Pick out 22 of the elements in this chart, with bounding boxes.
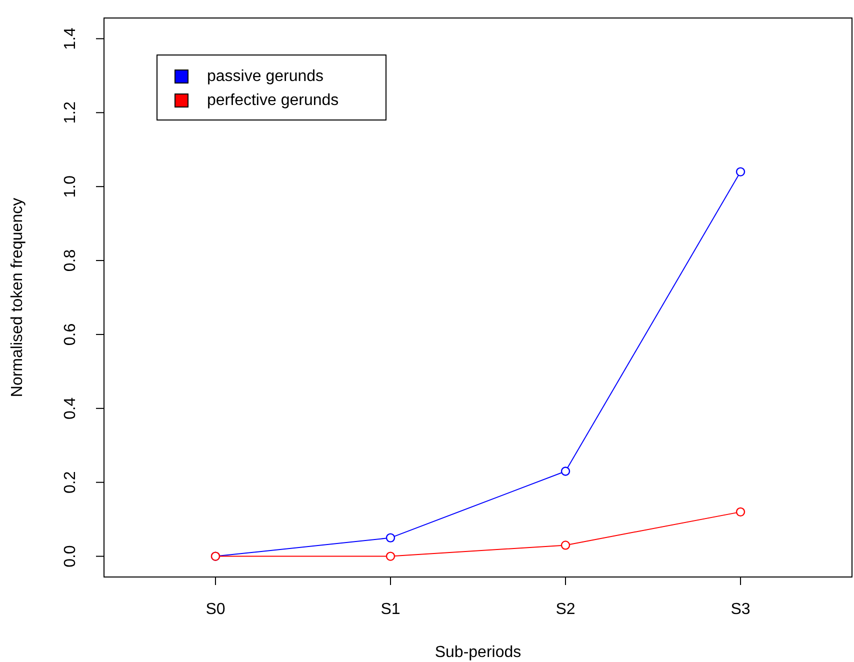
- x-axis-title: Sub-periods: [434, 644, 522, 662]
- x-tick-label: S3: [730, 601, 750, 618]
- point: [560, 466, 570, 476]
- point: [736, 507, 746, 517]
- point: [386, 552, 396, 561]
- y-tick-label: 0.4: [62, 397, 80, 420]
- y-tick-label: 1.0: [62, 175, 80, 198]
- y-tick-label: 0.0: [62, 545, 80, 568]
- legend-label: perfective gerunds: [207, 92, 339, 110]
- x-tick-label: S1: [380, 601, 400, 618]
- point: [386, 533, 396, 542]
- legend-label: passive gerunds: [207, 68, 324, 86]
- point: [736, 167, 746, 176]
- x-tick-label: S0: [206, 601, 226, 618]
- y-tick-label: 1.4: [62, 27, 80, 50]
- y-tick-label: 0.8: [62, 249, 80, 272]
- y-tick-label: 1.2: [62, 101, 80, 124]
- y-tick-label: 0.2: [62, 471, 80, 494]
- y-tick-label: 0.6: [62, 323, 80, 346]
- point: [560, 540, 570, 550]
- x-tick-label: S2: [556, 601, 576, 618]
- y-axis-title: Normalised token frequency: [9, 198, 26, 398]
